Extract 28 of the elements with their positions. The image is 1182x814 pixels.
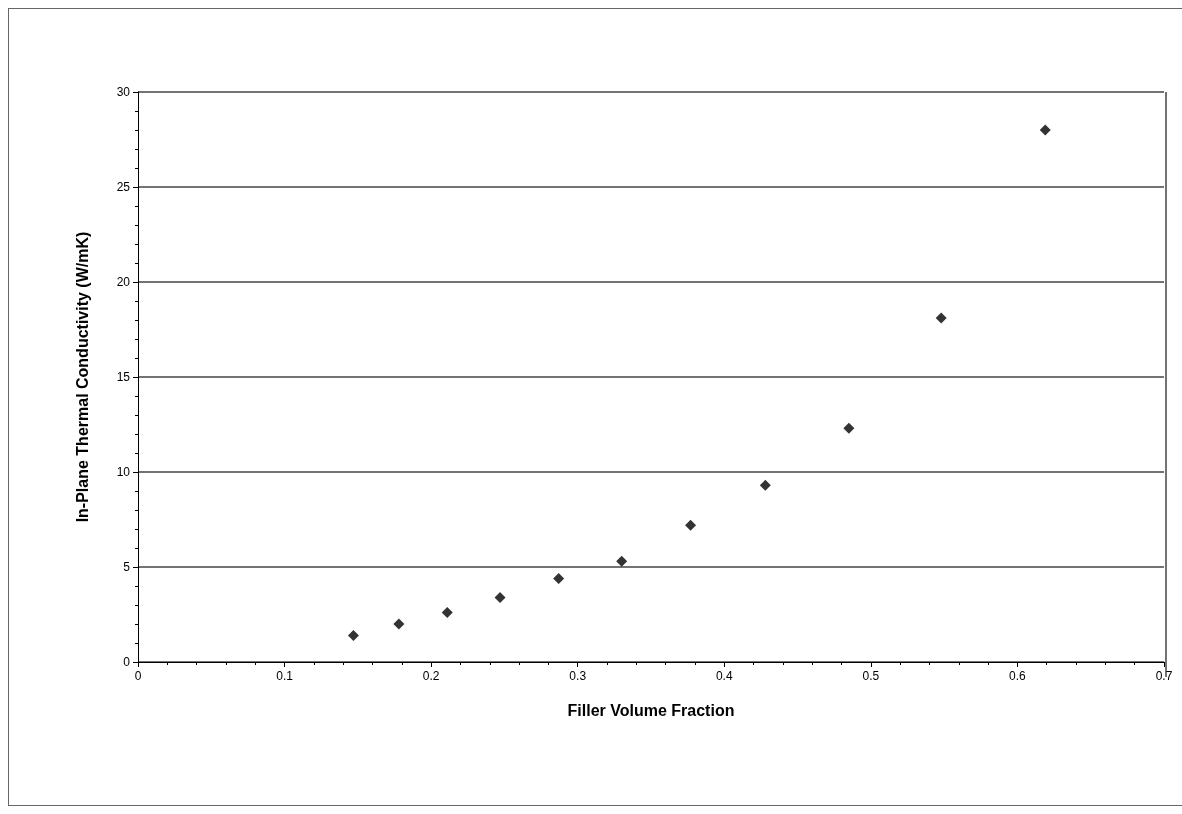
y-tick-label: 5	[123, 560, 131, 574]
x-axis-title: Filler Volume Fraction	[567, 701, 735, 719]
y-tick-label: 20	[116, 275, 131, 289]
point	[553, 572, 565, 584]
y-axis-title: In-Plane Thermal Conductivity (W/mK)	[73, 231, 91, 523]
x-tick-label: 0.2	[422, 669, 440, 683]
point	[1039, 124, 1051, 136]
y-tick-label: 30	[116, 85, 131, 99]
point	[393, 618, 405, 630]
point	[935, 312, 947, 324]
point	[441, 607, 453, 619]
point	[685, 519, 697, 531]
point	[494, 591, 506, 603]
point	[347, 629, 359, 641]
y-tick-label: 0	[123, 655, 131, 669]
y-tick-label: 25	[116, 180, 131, 194]
y-tick-label: 15	[116, 370, 131, 384]
point	[843, 422, 855, 434]
x-tick-label: 0.4	[715, 669, 733, 683]
x-tick-label: 0.5	[862, 669, 880, 683]
x-tick-label: 0.6	[1009, 669, 1027, 683]
x-tick-label: 0.1	[276, 669, 294, 683]
x-tick-label: 0.7	[1155, 669, 1173, 683]
point	[759, 479, 771, 491]
y-tick-label: 10	[116, 465, 131, 479]
x-tick-label: 0.3	[569, 669, 587, 683]
x-tick-label: 0	[134, 669, 142, 683]
point	[616, 555, 628, 567]
